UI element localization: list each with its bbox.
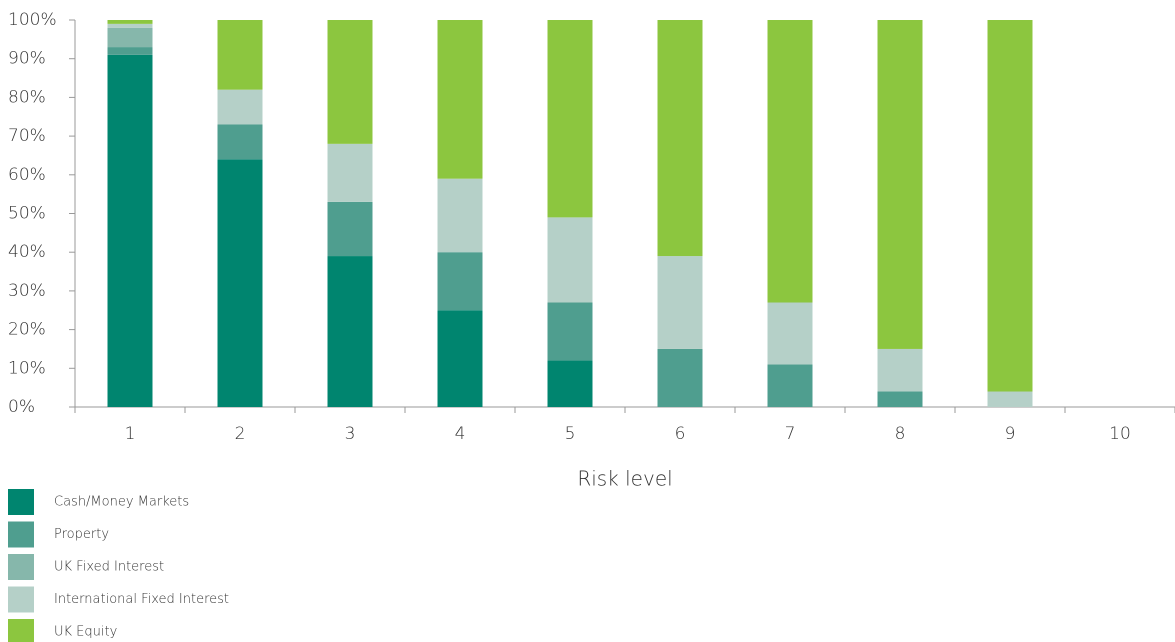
bar-segment — [767, 20, 813, 303]
bar-segment — [987, 391, 1033, 407]
legend-label: Property — [54, 527, 109, 542]
bar-segment — [437, 252, 483, 311]
bar-segment — [107, 47, 153, 55]
x-tick-label: 8 — [895, 424, 906, 444]
bar-segment — [657, 256, 703, 349]
bar-segment — [547, 360, 593, 407]
bar-segment — [327, 20, 373, 144]
bar-segment — [657, 20, 703, 257]
x-tick-label: 1 — [125, 424, 136, 444]
bar-segment — [107, 20, 153, 24]
bar-segment — [327, 201, 373, 257]
y-tick-label: 100% — [8, 10, 57, 30]
bar-segment — [877, 391, 923, 407]
y-tick-label: 80% — [8, 87, 46, 107]
y-tick-label: 70% — [8, 126, 46, 146]
y-tick-label: 20% — [8, 320, 46, 340]
y-tick-label: 50% — [8, 204, 46, 224]
bar-segment — [767, 364, 813, 407]
bar-segment — [327, 256, 373, 407]
x-tick-label: 9 — [1005, 424, 1016, 444]
y-tick-label: 10% — [8, 358, 46, 378]
bar-segment — [217, 20, 263, 90]
y-tick-label: 40% — [8, 242, 46, 262]
legend-swatch — [8, 489, 34, 515]
bar-segment — [547, 302, 593, 361]
bar-segment — [877, 348, 923, 392]
x-tick-label: 7 — [785, 424, 796, 444]
legend-label: UK Equity — [54, 625, 117, 640]
bar-segment — [437, 178, 483, 253]
legend-swatch — [8, 521, 34, 548]
bar-segment — [767, 302, 813, 365]
x-tick-label: 2 — [235, 424, 246, 444]
bar-segment — [657, 348, 703, 407]
bar-segment — [217, 159, 263, 407]
bar-segment — [437, 20, 483, 179]
bar-segment — [437, 310, 483, 407]
x-tick-label: 4 — [455, 424, 466, 444]
bar-segment — [107, 23, 153, 28]
x-tick-label: 5 — [565, 424, 576, 444]
bar-segment — [107, 27, 153, 48]
bar-segment — [217, 124, 263, 160]
legend-swatch — [8, 586, 34, 613]
y-tick-label: 0% — [8, 397, 35, 417]
bar-segment — [987, 20, 1033, 392]
x-tick-label: 6 — [675, 424, 686, 444]
x-tick-label: 3 — [345, 424, 356, 444]
y-tick-label: 90% — [8, 49, 46, 69]
bar-segment — [327, 143, 373, 202]
y-tick-label: 60% — [8, 165, 46, 185]
x-tick-label: 10 — [1109, 424, 1131, 444]
bar-segment — [217, 89, 263, 125]
legend-swatch — [8, 619, 34, 642]
bar-segment — [877, 20, 923, 349]
legend-label: International Fixed Interest — [54, 592, 229, 607]
y-tick-label: 30% — [8, 281, 46, 301]
bar-segment — [547, 20, 593, 218]
legend-label: UK Fixed Interest — [54, 560, 164, 575]
legend-swatch — [8, 554, 34, 580]
legend-label: Cash/Money Markets — [54, 495, 189, 510]
bar-segment — [107, 54, 153, 408]
bar-segment — [547, 217, 593, 303]
x-axis-label: Risk level — [577, 467, 672, 491]
